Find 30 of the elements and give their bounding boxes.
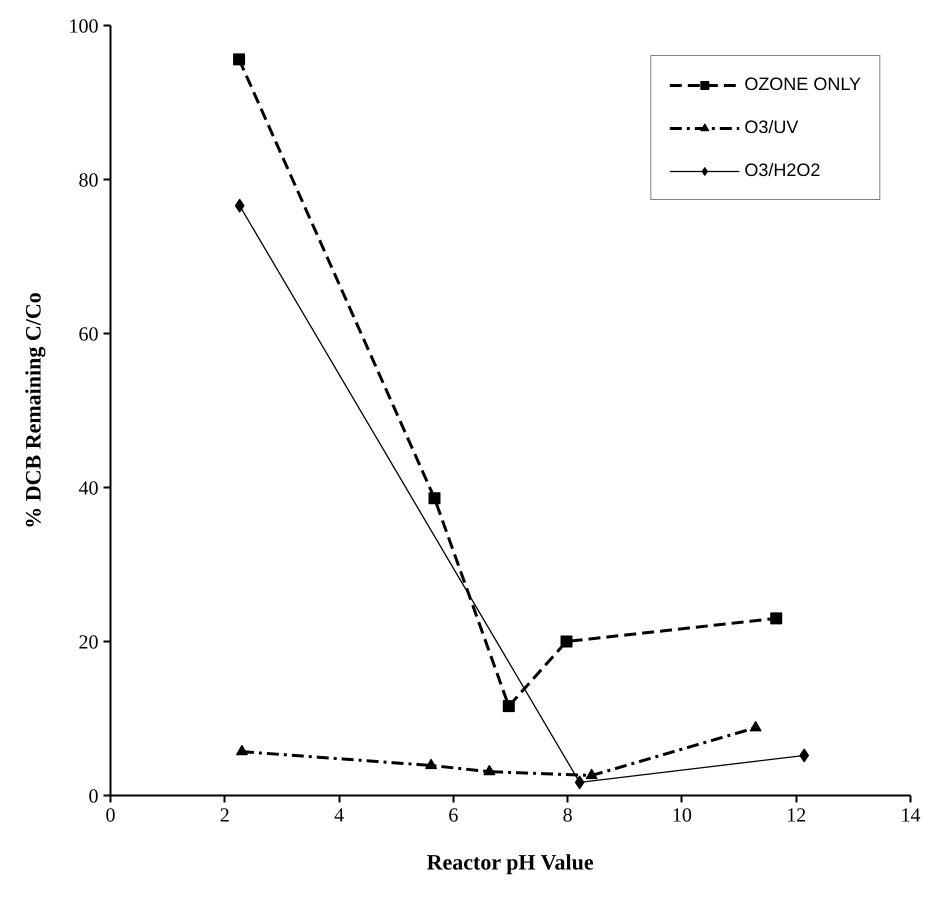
point <box>425 758 438 770</box>
legend-label: O3/UV <box>744 117 798 138</box>
point <box>770 612 782 624</box>
point <box>586 768 598 780</box>
y-tick-label: 60 <box>78 324 98 346</box>
x-tick-label: 10 <box>672 804 692 826</box>
point <box>428 492 440 504</box>
y-axis-title: % DCB Remaining C/Co <box>20 292 46 529</box>
point <box>233 53 246 66</box>
x-tick-label: 0 <box>106 804 116 826</box>
y-tick-label: 40 <box>78 478 98 500</box>
point <box>799 748 810 762</box>
x-axis-title: Reactor pH Value <box>426 850 594 874</box>
point <box>236 744 248 756</box>
x-tick-label: 4 <box>334 804 344 826</box>
x-tick-label: 14 <box>900 804 920 826</box>
x-tick-label: 8 <box>562 804 573 826</box>
y-tick-label: 20 <box>78 632 98 654</box>
x-tick-label: 12 <box>786 804 806 826</box>
point <box>483 764 496 776</box>
legend-label: O3/H2O2 <box>744 160 820 181</box>
x-tick-label: 6 <box>448 804 458 826</box>
y-tick-label: 100 <box>68 16 98 38</box>
y-tick-label: 80 <box>78 170 98 192</box>
legend-label: OZONE ONLY <box>744 74 861 95</box>
point <box>750 720 762 732</box>
y-tick-label: 0 <box>88 786 98 808</box>
x-tick-label: 2 <box>220 804 230 826</box>
point <box>502 700 515 712</box>
point <box>560 636 572 648</box>
